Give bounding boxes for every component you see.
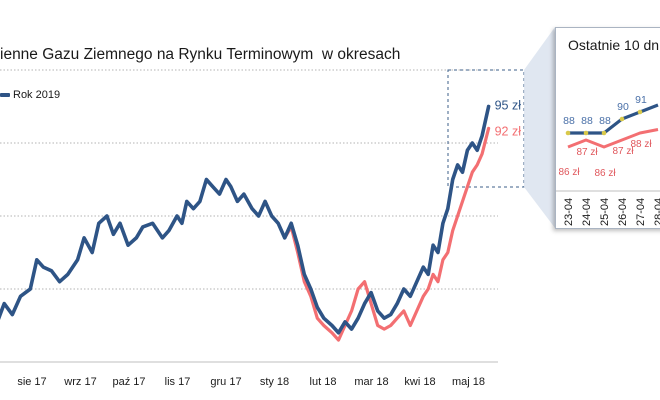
inset-data-label-red: 86 zł (558, 167, 580, 178)
series-line-red (283, 126, 491, 342)
inset-data-label-blue: 88 (599, 115, 611, 127)
inset-x-tick-label: 27-04 (635, 198, 647, 226)
inset-x-tick-label: 28-04 (653, 198, 660, 226)
x-tick-label: sty 18 (260, 376, 289, 388)
legend: Rok 2019 (0, 89, 60, 101)
x-tick-labels: sie 17 wrz 17 paź 17 lis 17 gru 17 sty 18 lut … (17, 376, 485, 388)
inset-point (583, 130, 589, 136)
inset-x-tick-label: 23-04 (563, 198, 575, 226)
inset-point (619, 116, 625, 122)
inset-x-tick-label: 25-04 (599, 198, 611, 226)
inset-data-label-blue: 88 (563, 115, 575, 127)
series-layer (0, 104, 491, 342)
end-label-red: 92 zł (495, 124, 522, 138)
x-tick-label: paź 17 (112, 376, 145, 388)
legend-swatch (0, 93, 10, 97)
inset-data-label-red: 87 zł (576, 147, 598, 158)
inset-data-label-blue: 90 (617, 101, 629, 113)
inset-data-label-red: 86 zł (594, 168, 616, 179)
end-label-blue: 95 zł (495, 99, 522, 113)
grid-lines (0, 69, 498, 290)
inset-panel: 88 88 88 90 91 86 zł 87 zł 86 zł 87 zł 88 zł 23-0… (555, 27, 660, 229)
x-tick-label: sie 17 (17, 376, 46, 388)
legend-label: Rok 2019 (13, 89, 61, 101)
x-tick-label: mar 18 (354, 376, 388, 388)
x-tick-label: kwi 18 (404, 376, 435, 388)
inset-line-red (567, 128, 659, 149)
chart-title: ienne Gazu Ziemnego na Rynku Terminowym … (0, 46, 401, 63)
inset-series-layer (565, 103, 659, 149)
inset-x-tick-labels: 23-04 24-04 25-04 26-04 27-04 28-04 (563, 198, 660, 226)
inset-title: Ostatnie 10 dn (568, 37, 660, 53)
inset-point (565, 130, 571, 136)
inset-x-tick-label: 26-04 (617, 198, 629, 226)
series-line-rok-2019 (0, 104, 491, 335)
x-tick-label: maj 18 (452, 376, 485, 388)
x-tick-label: lut 18 (310, 376, 337, 388)
x-tick-label: lis 17 (165, 376, 191, 388)
inset-point (637, 109, 643, 115)
inset-line-blue (568, 103, 659, 135)
inset-data-label-blue: 91 (635, 94, 647, 106)
x-tick-label: wrz 17 (63, 376, 96, 388)
inset-data-label-blue: 88 (581, 115, 593, 127)
inset-data-label-red: 87 zł (612, 146, 634, 157)
end-labels: 95 zł 92 zł (495, 99, 522, 139)
zoom-connector (524, 27, 555, 228)
inset-x-tick-label: 24-04 (581, 198, 593, 226)
inset-point (601, 130, 607, 136)
x-tick-label: gru 17 (210, 376, 241, 388)
inset-data-label-red: 88 zł (630, 139, 652, 150)
